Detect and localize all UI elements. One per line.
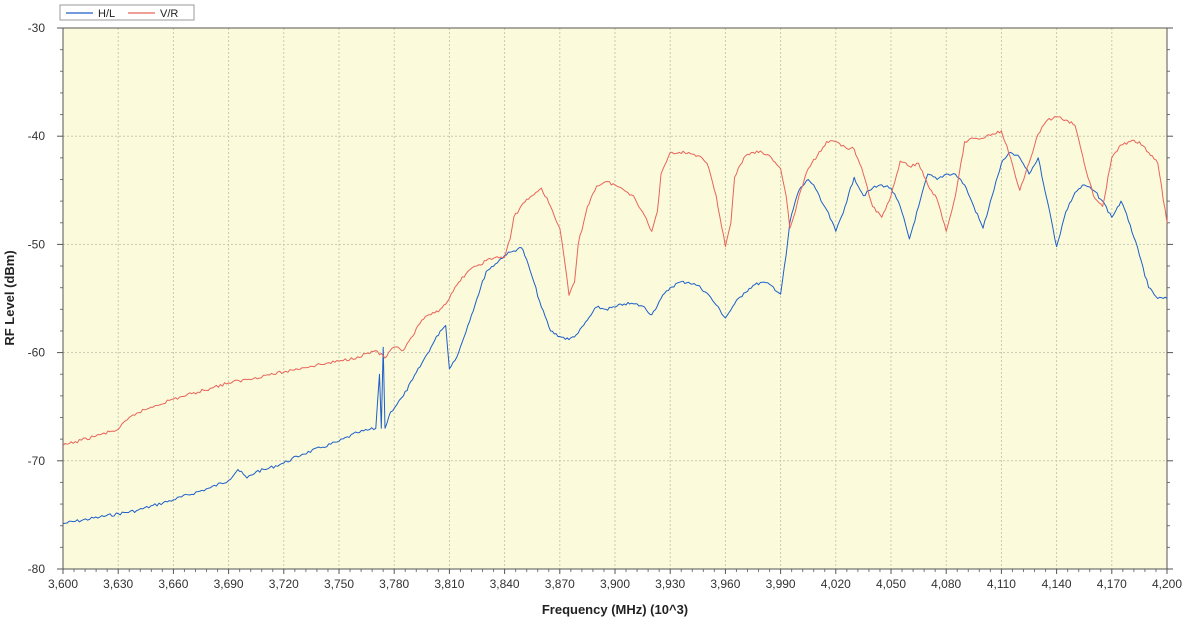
x-tick-label: 3,690 (214, 577, 244, 591)
x-tick-label: 3,660 (158, 577, 188, 591)
x-tick-label: 3,810 (434, 577, 464, 591)
x-tick-label: 3,840 (490, 577, 520, 591)
x-tick-label: 3,720 (269, 577, 299, 591)
y-tick-label: -60 (28, 346, 46, 360)
x-tick-label: 3,780 (379, 577, 409, 591)
y-axis-title: RF Level (dBm) (2, 250, 17, 345)
axes (57, 27, 1173, 574)
x-tick-label: 4,170 (1097, 577, 1127, 591)
y-tick-label: -50 (28, 237, 46, 251)
y-tick-label: -70 (28, 454, 46, 468)
y-tick-label: -30 (28, 21, 46, 35)
x-tick-label: 3,630 (103, 577, 133, 591)
x-tick-label: 3,870 (545, 577, 575, 591)
series-line-vr (62, 116, 1168, 447)
x-tick-label: 3,900 (600, 577, 630, 591)
x-tick-label: 3,750 (324, 577, 354, 591)
x-axis-title: Frequency (MHz) (10^3) (542, 602, 688, 617)
legend-box (59, 4, 195, 21)
x-tick-label: 4,140 (1042, 577, 1072, 591)
series-layer (62, 116, 1168, 525)
x-tick-label: 4,200 (1152, 577, 1182, 591)
plot-area (63, 28, 1167, 569)
x-tick-label: 3,960 (710, 577, 740, 591)
x-tick-label: 3,990 (766, 577, 796, 591)
y-tick-label: -40 (28, 129, 46, 143)
legend: H/L V/R (59, 4, 195, 21)
x-tick-label: 4,050 (876, 577, 906, 591)
x-tick-label: 4,080 (931, 577, 961, 591)
x-tick-label: 4,110 (987, 577, 1016, 591)
legend-label-vr: V/R (160, 8, 178, 20)
tick-labels: 3,600 3,630 3,660 3,690 3,720 3,750 3,780 3,810… (28, 21, 1183, 591)
x-tick-label: 4,020 (821, 577, 851, 591)
grid-lines (63, 28, 1167, 569)
series-line-hl (62, 151, 1168, 525)
x-tick-label: 3,600 (48, 577, 78, 591)
legend-label-hl: H/L (98, 8, 115, 20)
y-tick-label: -80 (28, 562, 46, 576)
x-tick-label: 3,930 (655, 577, 685, 591)
